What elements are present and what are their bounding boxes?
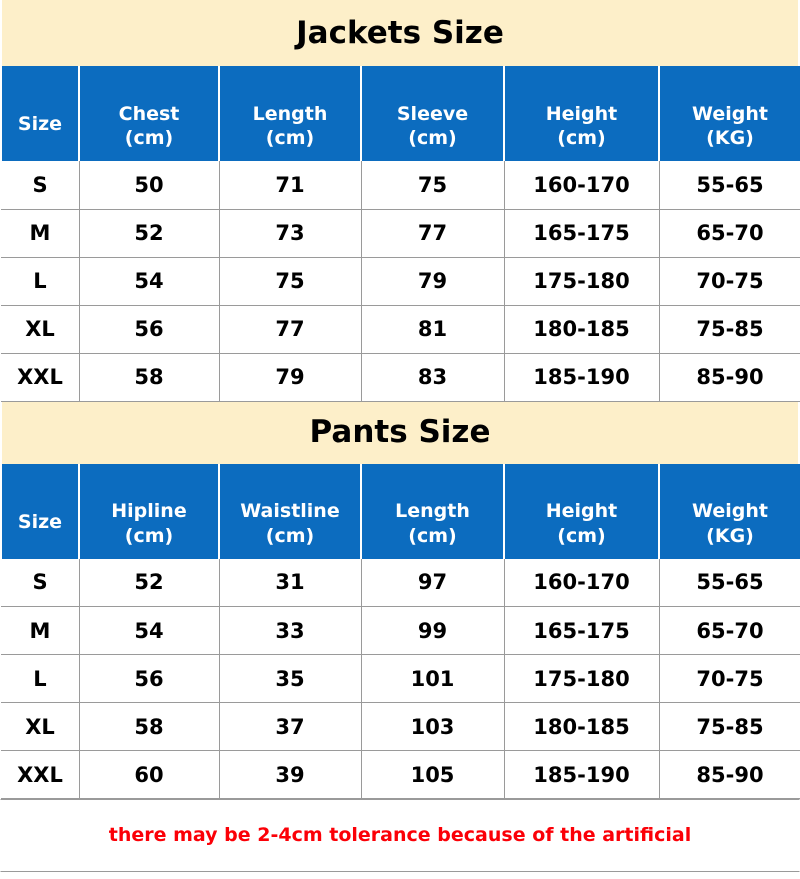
table-row: XL 58 37 103 180-185 75-85 (0, 702, 800, 751)
cell-size: L (0, 256, 80, 306)
cell-weight: 85-90 (658, 352, 800, 402)
pants-col-size: Size (0, 463, 80, 559)
pants-size-table: Size Hipline (cm) Waistline (cm) Length … (0, 463, 800, 799)
jackets-col-chest: Chest (cm) (78, 66, 220, 161)
pants-col-length: Length (cm) (360, 463, 505, 559)
cell-length: 101 (360, 654, 505, 703)
cell-weight: 55-65 (658, 161, 800, 210)
cell-chest: 50 (78, 161, 220, 210)
cell-height: 185-190 (503, 750, 660, 799)
cell-weight: 55-65 (658, 558, 800, 607)
cell-hipline: 56 (78, 654, 220, 703)
table-row: S 50 71 75 160-170 55-65 (0, 161, 800, 210)
cell-length: 75 (218, 256, 362, 306)
cell-waistline: 37 (218, 702, 362, 751)
cell-length: 71 (218, 161, 362, 210)
cell-sleeve: 81 (360, 304, 505, 354)
cell-size: S (0, 161, 80, 210)
cell-size: XL (0, 304, 80, 354)
cell-waistline: 31 (218, 558, 362, 607)
cell-length: 99 (360, 606, 505, 655)
jackets-col-height: Height (cm) (503, 66, 660, 161)
cell-waistline: 33 (218, 606, 362, 655)
jackets-col-length: Length (cm) (218, 66, 362, 161)
cell-hipline: 54 (78, 606, 220, 655)
jackets-size-block: Jackets Size Size Chest (cm) Length (0, 0, 800, 402)
cell-hipline: 60 (78, 750, 220, 799)
cell-chest: 52 (78, 208, 220, 258)
table-row: M 52 73 77 165-175 65-70 (0, 208, 800, 258)
cell-weight: 70-75 (658, 654, 800, 703)
pants-title: Pants Size (309, 414, 491, 450)
cell-length: 105 (360, 750, 505, 799)
cell-size: L (0, 654, 80, 703)
jackets-title-bar: Jackets Size (0, 0, 800, 66)
table-row: XXL 58 79 83 185-190 85-90 (0, 352, 800, 402)
cell-waistline: 35 (218, 654, 362, 703)
cell-weight: 70-75 (658, 256, 800, 306)
cell-height: 175-180 (503, 256, 660, 306)
cell-height: 160-170 (503, 558, 660, 607)
cell-hipline: 52 (78, 558, 220, 607)
cell-height: 180-185 (503, 702, 660, 751)
cell-height: 160-170 (503, 161, 660, 210)
cell-height: 175-180 (503, 654, 660, 703)
cell-length: 73 (218, 208, 362, 258)
table-row: XL 56 77 81 180-185 75-85 (0, 304, 800, 354)
table-row: L 54 75 79 175-180 70-75 (0, 256, 800, 306)
cell-chest: 58 (78, 352, 220, 402)
cell-size: M (0, 208, 80, 258)
cell-size: XXL (0, 352, 80, 402)
cell-chest: 56 (78, 304, 220, 354)
jackets-size-table: Size Chest (cm) Length (cm) Sleeve (cm) (0, 66, 800, 402)
pants-col-height: Height (cm) (503, 463, 660, 559)
cell-size: M (0, 606, 80, 655)
cell-height: 165-175 (503, 208, 660, 258)
pants-title-bar: Pants Size (0, 401, 800, 464)
pants-col-weight: Weight (KG) (658, 463, 800, 559)
cell-hipline: 58 (78, 702, 220, 751)
cell-weight: 85-90 (658, 750, 800, 799)
cell-length: 79 (218, 352, 362, 402)
cell-sleeve: 75 (360, 161, 505, 210)
cell-height: 165-175 (503, 606, 660, 655)
pants-col-hipline: Hipline (cm) (78, 463, 220, 559)
table-row: L 56 35 101 175-180 70-75 (0, 654, 800, 703)
pants-size-block: Pants Size Size Hipline (cm) Waistline (0, 401, 800, 799)
cell-waistline: 39 (218, 750, 362, 799)
cell-length: 77 (218, 304, 362, 354)
table-row: XXL 60 39 105 185-190 85-90 (0, 750, 800, 799)
jackets-col-weight: Weight (KG) (658, 66, 800, 161)
cell-sleeve: 77 (360, 208, 505, 258)
cell-weight: 75-85 (658, 304, 800, 354)
jackets-header-row: Size Chest (cm) Length (cm) Sleeve (cm) (0, 66, 800, 161)
jackets-title: Jackets Size (296, 14, 504, 51)
table-row: S 52 31 97 160-170 55-65 (0, 558, 800, 607)
pants-col-waistline: Waistline (cm) (218, 463, 362, 559)
cell-chest: 54 (78, 256, 220, 306)
tolerance-note-row: there may be 2-4cm tolerance because of … (0, 799, 800, 872)
cell-length: 97 (360, 558, 505, 607)
tolerance-note: there may be 2-4cm tolerance because of … (108, 824, 692, 846)
cell-sleeve: 83 (360, 352, 505, 402)
cell-size: XXL (0, 750, 80, 799)
cell-height: 180-185 (503, 304, 660, 354)
cell-length: 103 (360, 702, 505, 751)
pants-header-row: Size Hipline (cm) Waistline (cm) Length … (0, 463, 800, 559)
cell-height: 185-190 (503, 352, 660, 402)
cell-size: XL (0, 702, 80, 751)
jackets-col-size: Size (0, 66, 80, 161)
cell-weight: 75-85 (658, 702, 800, 751)
cell-sleeve: 79 (360, 256, 505, 306)
cell-weight: 65-70 (658, 606, 800, 655)
cell-weight: 65-70 (658, 208, 800, 258)
jackets-col-sleeve: Sleeve (cm) (360, 66, 505, 161)
cell-size: S (0, 558, 80, 607)
table-row: M 54 33 99 165-175 65-70 (0, 606, 800, 655)
